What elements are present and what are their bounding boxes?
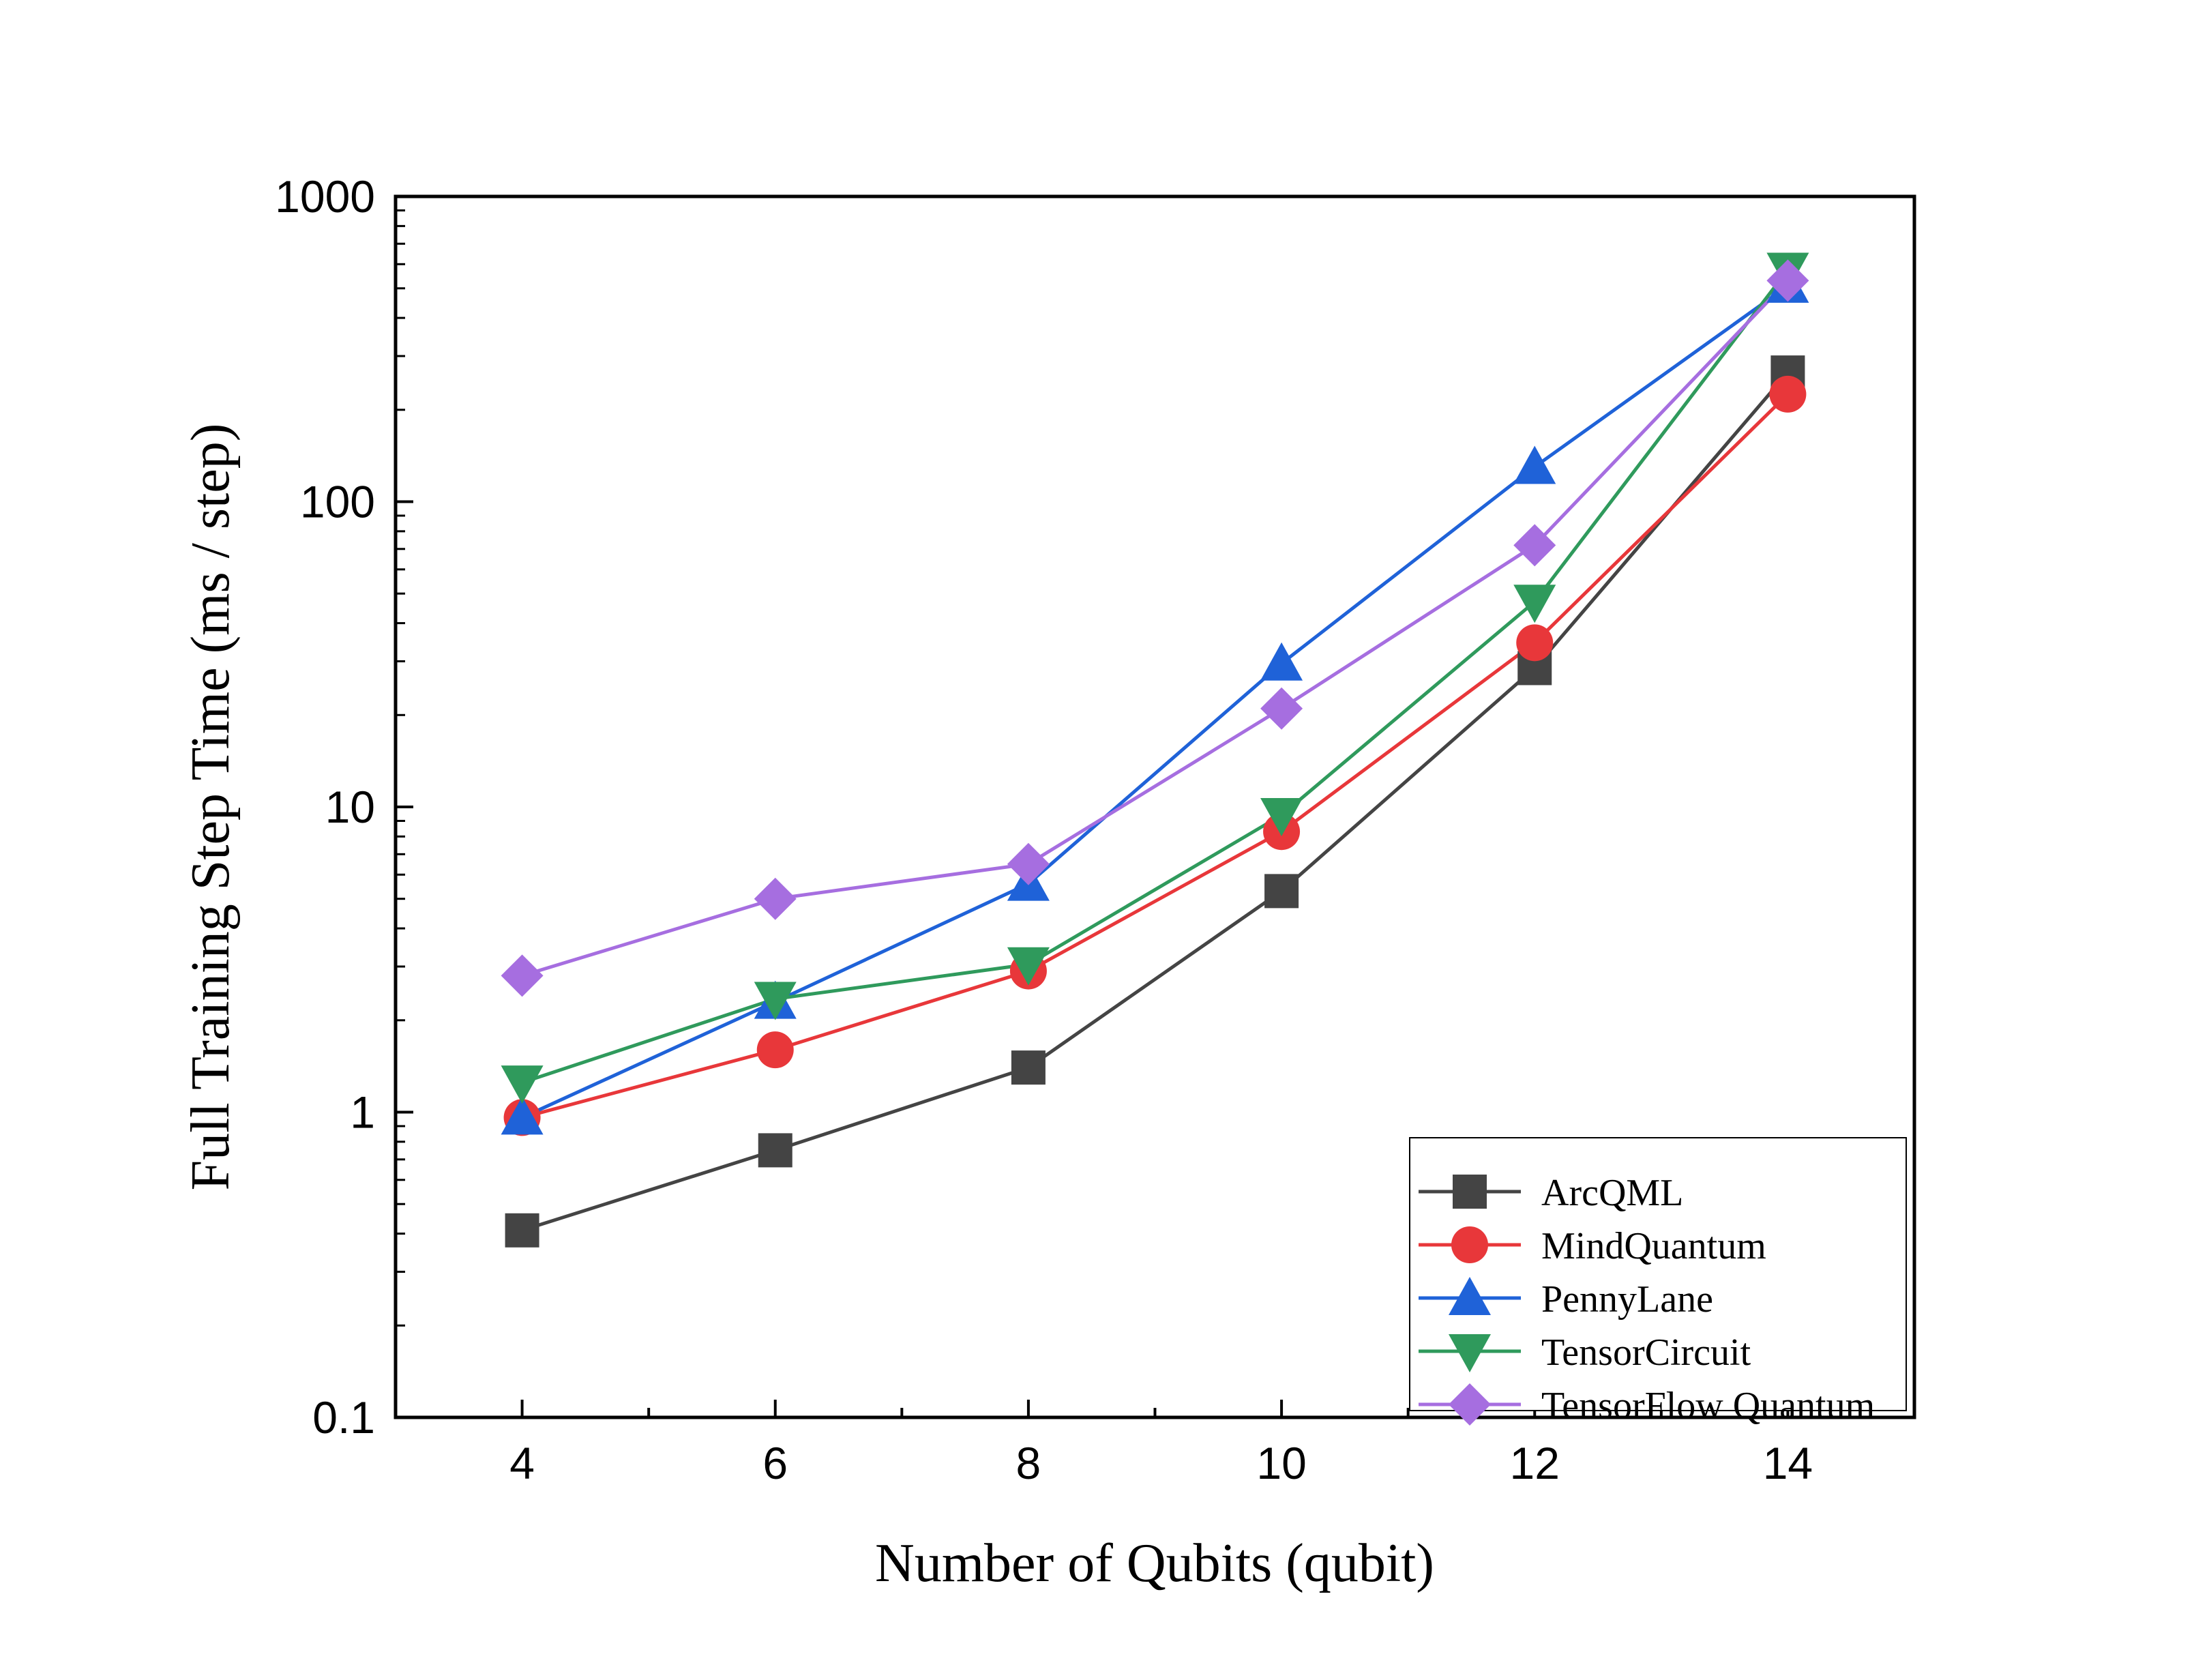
data-point-tensorcircuit	[1007, 947, 1050, 986]
legend-label-tensorcircuit: TensorCircuit	[1541, 1331, 1751, 1374]
legend-marker-arcqml	[1453, 1175, 1487, 1209]
legend-marker-mindquantum	[1451, 1226, 1488, 1263]
data-point-mindquantum	[1516, 624, 1554, 662]
series-line-tensorcircuit	[521, 269, 1790, 1085]
data-point-tensorflow-quantum	[1766, 259, 1809, 302]
data-point-arcqml	[758, 1133, 792, 1168]
legend: ArcQML MindQuantum PennyLane TensorCircuit T…	[1409, 1137, 1907, 1427]
legend-label-arcqml: ArcQML	[1541, 1172, 1683, 1214]
x-tick-label: 14	[1763, 1438, 1813, 1488]
series-lines	[521, 269, 1790, 1233]
data-point-tensorflow-quantum	[754, 877, 797, 920]
data-point-tensorflow-quantum	[501, 954, 544, 997]
plot-frame	[394, 194, 1916, 1419]
x-tick-label: 10	[1256, 1438, 1306, 1488]
y-tick-label: 10	[325, 782, 375, 832]
legend-label-tensorflow-quantum: TensorFlow Quantum	[1541, 1385, 1875, 1427]
data-point-tensorflow-quantum	[1260, 687, 1303, 730]
legend-label-pennylane: PennyLane	[1541, 1278, 1713, 1321]
y-tick-label: 1	[350, 1087, 375, 1138]
data-point-pennylane	[501, 1096, 544, 1135]
data-point-tensorflow-quantum	[1007, 842, 1050, 885]
y-tick-label: 0.1	[312, 1392, 375, 1443]
x-axis-title: Number of Qubits (qubit)	[875, 1533, 1434, 1593]
series-line-mindquantum	[521, 393, 1790, 1119]
data-point-mindquantum	[1769, 375, 1807, 413]
x-tick-label: 4	[509, 1438, 535, 1488]
data-point-mindquantum	[756, 1031, 794, 1069]
data-point-tensorcircuit	[754, 982, 797, 1020]
legend-label-mindquantum: MindQuantum	[1541, 1225, 1766, 1267]
x-tick-label: 12	[1510, 1438, 1560, 1488]
series-line-pennylane	[521, 284, 1789, 1119]
x-tick-label: 8	[1016, 1438, 1041, 1488]
data-point-pennylane	[1513, 445, 1556, 484]
series-markers	[501, 252, 1809, 1248]
legend-marker-pennylane	[1449, 1277, 1491, 1315]
y-axis-title: Full Training Step Time (ms / step)	[181, 424, 241, 1191]
data-point-tensorflow-quantum	[1513, 524, 1556, 567]
legend-box	[1409, 1137, 1907, 1411]
x-tick-labels: 4 6 8 10 12 14	[509, 1438, 1813, 1488]
data-point-pennylane	[1260, 642, 1303, 681]
data-point-arcqml	[505, 1213, 539, 1248]
legend-marker-tensorflow-quantum	[1449, 1383, 1491, 1426]
y-tick-label: 1000	[275, 171, 375, 222]
y-tick-labels: 0.1 1 10 100 1000	[275, 171, 375, 1443]
y-tick-label: 100	[300, 477, 375, 527]
x-tick-label: 6	[762, 1438, 788, 1488]
series-line-tensorflow-quantum	[521, 279, 1790, 977]
data-point-tensorcircuit	[1513, 585, 1556, 623]
data-point-arcqml	[1011, 1050, 1046, 1085]
data-point-tensorcircuit	[501, 1065, 544, 1104]
legend-marker-tensorcircuit	[1449, 1334, 1491, 1372]
series-line-arcqml	[521, 371, 1790, 1233]
data-point-tensorcircuit	[1260, 798, 1303, 837]
data-point-arcqml	[1264, 874, 1299, 909]
